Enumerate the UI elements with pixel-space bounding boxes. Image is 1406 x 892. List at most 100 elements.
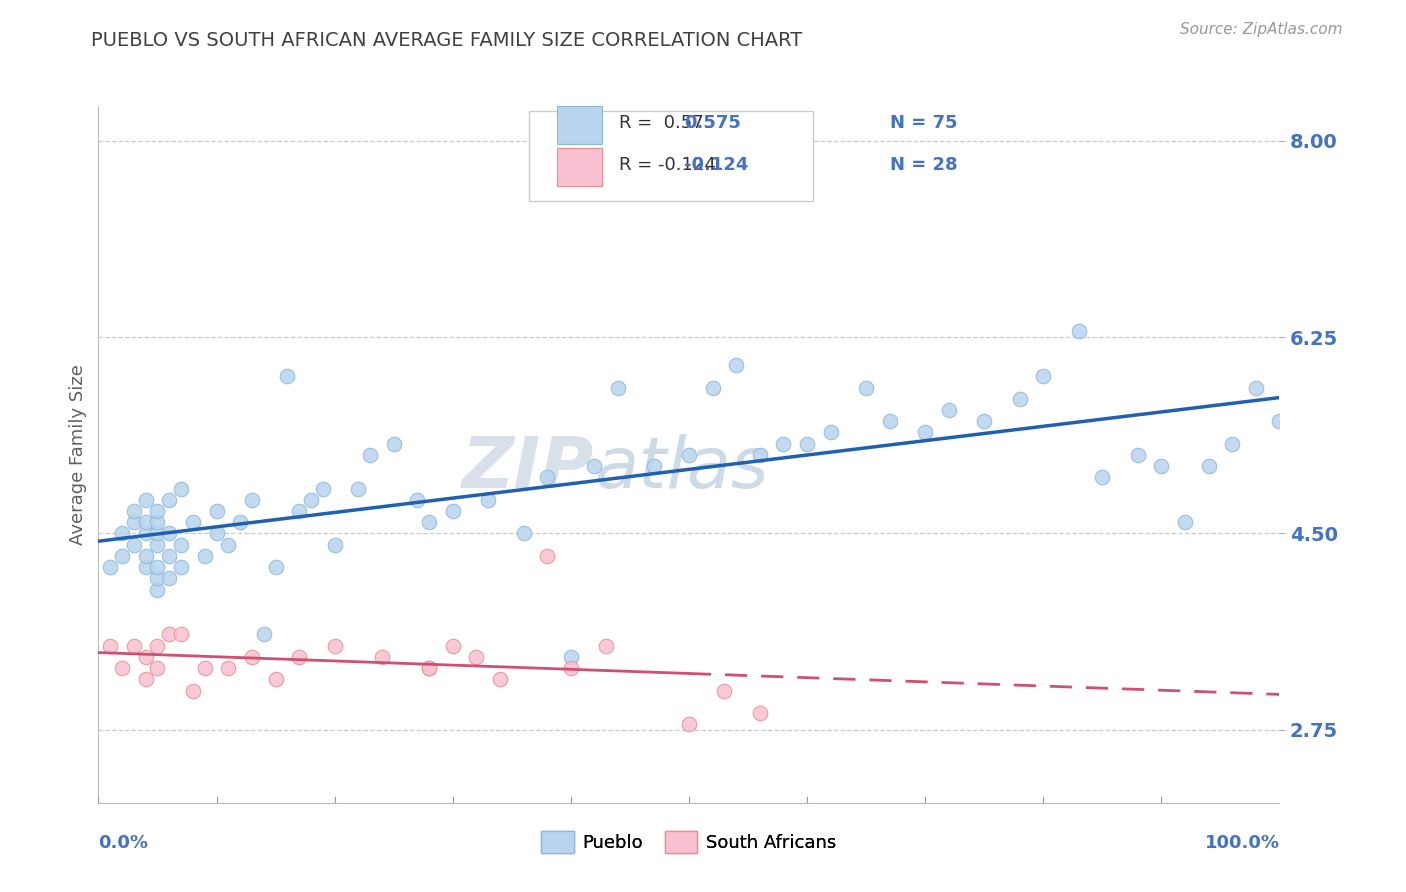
Point — [111, 526, 134, 541]
Text: PUEBLO VS SOUTH AFRICAN AVERAGE FAMILY SIZE CORRELATION CHART: PUEBLO VS SOUTH AFRICAN AVERAGE FAMILY S… — [91, 31, 803, 50]
Point — [441, 639, 464, 653]
Point — [276, 369, 298, 384]
Point — [560, 661, 582, 675]
Point — [1244, 381, 1267, 395]
Point — [1032, 369, 1054, 384]
Point — [1008, 392, 1031, 406]
Point — [323, 538, 346, 552]
Point — [1091, 470, 1114, 484]
Point — [146, 504, 169, 518]
Point — [157, 627, 180, 641]
Point — [288, 504, 311, 518]
Point — [418, 661, 440, 675]
Point — [855, 381, 877, 395]
Point — [643, 459, 665, 474]
Point — [1198, 459, 1220, 474]
Point — [477, 492, 499, 507]
Text: ZIP: ZIP — [463, 434, 595, 503]
Text: atlas: atlas — [595, 434, 769, 503]
Y-axis label: Average Family Size: Average Family Size — [69, 365, 87, 545]
Point — [1220, 436, 1243, 450]
Point — [512, 526, 534, 541]
Point — [146, 571, 169, 585]
Point — [264, 673, 287, 687]
Point — [194, 661, 217, 675]
Point — [111, 661, 134, 675]
Point — [595, 639, 617, 653]
Text: 0.575: 0.575 — [685, 114, 741, 133]
Point — [560, 649, 582, 664]
Point — [418, 515, 440, 529]
Text: 100.0%: 100.0% — [1205, 834, 1279, 852]
Point — [217, 538, 239, 552]
Point — [820, 425, 842, 440]
Point — [1126, 448, 1149, 462]
Point — [194, 549, 217, 563]
Point — [465, 649, 488, 664]
Point — [536, 470, 558, 484]
Point — [607, 381, 630, 395]
Point — [135, 526, 157, 541]
Point — [170, 538, 193, 552]
Text: -0.124: -0.124 — [685, 156, 748, 174]
Point — [796, 436, 818, 450]
Point — [678, 717, 700, 731]
Point — [135, 560, 157, 574]
Point — [678, 448, 700, 462]
Point — [135, 673, 157, 687]
Point — [347, 482, 370, 496]
Point — [1150, 459, 1173, 474]
Point — [748, 448, 770, 462]
Point — [157, 549, 180, 563]
Point — [938, 403, 960, 417]
Point — [1174, 515, 1197, 529]
Point — [240, 492, 263, 507]
Point — [288, 649, 311, 664]
Point — [135, 515, 157, 529]
Point — [98, 639, 121, 653]
Point — [146, 582, 169, 597]
Point — [382, 436, 405, 450]
Text: Source: ZipAtlas.com: Source: ZipAtlas.com — [1180, 22, 1343, 37]
Point — [1067, 325, 1090, 339]
Point — [170, 482, 193, 496]
Point — [181, 683, 204, 698]
Text: 0.0%: 0.0% — [98, 834, 149, 852]
Point — [170, 627, 193, 641]
Point — [418, 661, 440, 675]
Point — [441, 504, 464, 518]
Point — [205, 526, 228, 541]
Point — [122, 504, 145, 518]
Point — [170, 560, 193, 574]
Point — [748, 706, 770, 720]
Point — [371, 649, 394, 664]
FancyBboxPatch shape — [557, 148, 602, 186]
Point — [406, 492, 429, 507]
Point — [135, 492, 157, 507]
Text: R = -0.124: R = -0.124 — [619, 156, 716, 174]
Point — [122, 538, 145, 552]
Point — [146, 560, 169, 574]
Text: N = 75: N = 75 — [890, 114, 957, 133]
Point — [702, 381, 724, 395]
Point — [205, 504, 228, 518]
Point — [973, 414, 995, 428]
Point — [536, 549, 558, 563]
Point — [264, 560, 287, 574]
Point — [772, 436, 794, 450]
Text: R =  0.575: R = 0.575 — [619, 114, 716, 133]
Text: N = 28: N = 28 — [890, 156, 957, 174]
Point — [725, 358, 748, 372]
FancyBboxPatch shape — [557, 106, 602, 145]
Point — [98, 560, 121, 574]
Point — [312, 482, 335, 496]
Point — [489, 673, 512, 687]
Point — [181, 515, 204, 529]
Point — [299, 492, 322, 507]
Point — [146, 515, 169, 529]
Point — [217, 661, 239, 675]
Point — [253, 627, 276, 641]
Point — [146, 639, 169, 653]
Point — [914, 425, 936, 440]
Point — [240, 649, 263, 664]
